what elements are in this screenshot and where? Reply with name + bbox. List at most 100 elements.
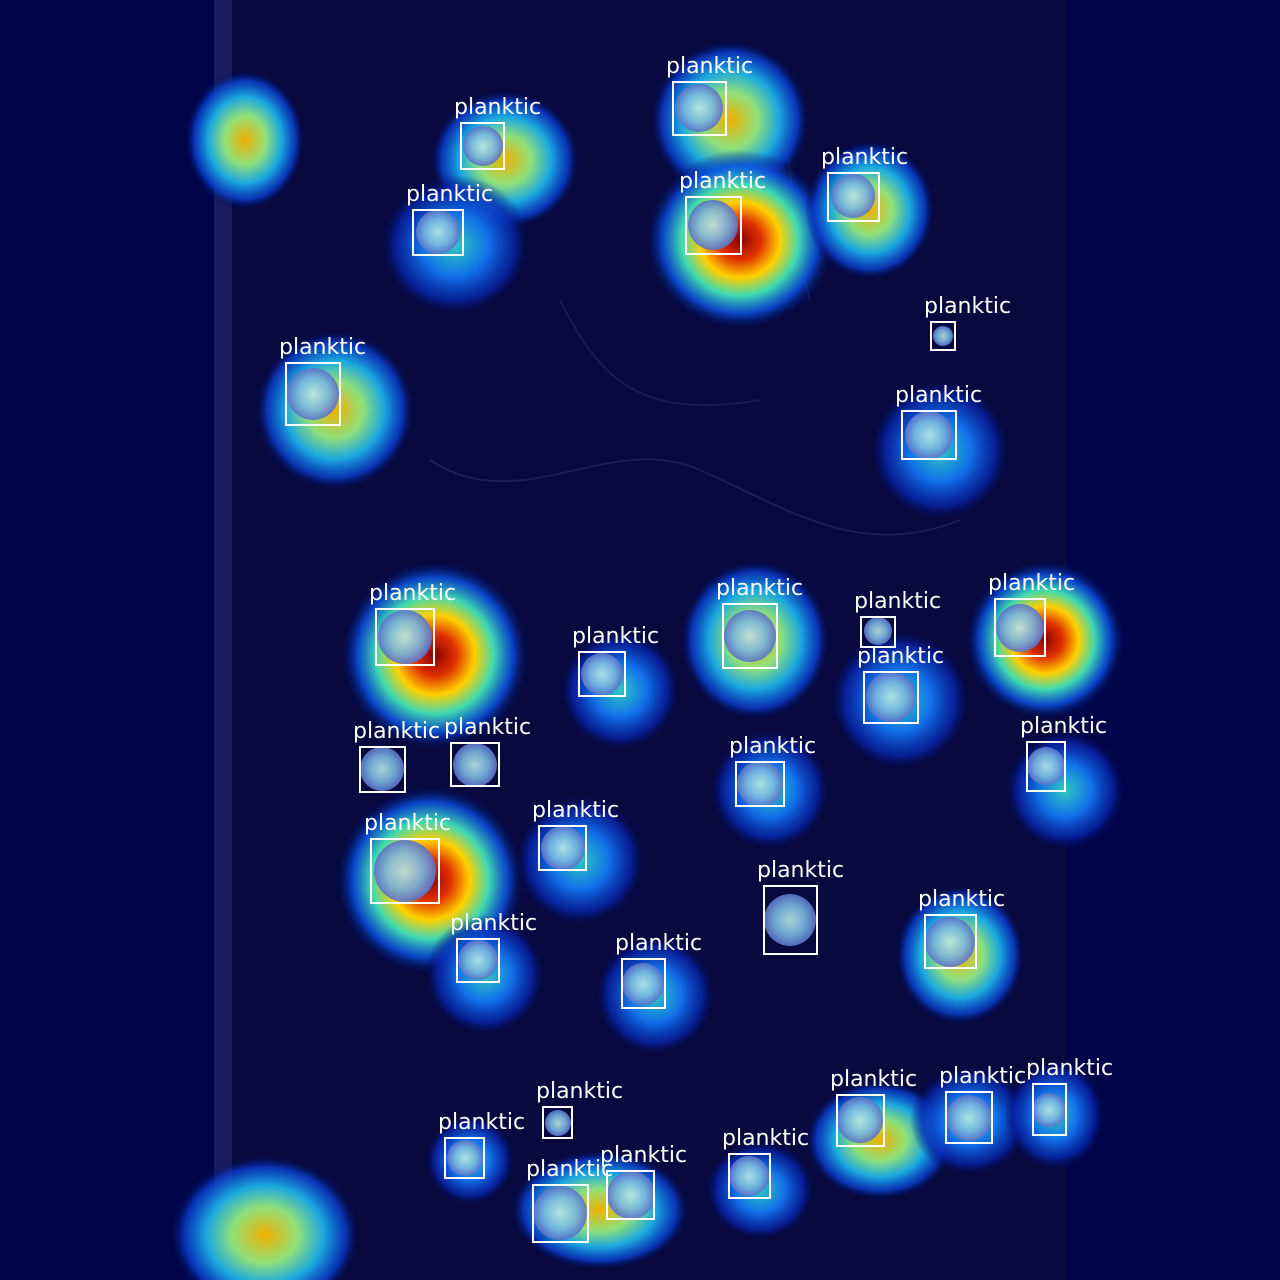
shell [933,326,953,346]
detection-box: planktic [895,385,982,460]
shell [996,604,1044,652]
shell [463,126,503,166]
detection-box: planktic [615,933,702,1009]
heat-blob [170,1155,360,1280]
detection-box-outline [460,122,505,170]
shell [864,617,892,645]
detection-label: planktic [369,581,457,606]
detection-label: planktic [716,576,804,601]
detection-label: planktic [821,145,909,170]
detection-label: planktic [406,182,494,207]
detection-box: planktic [729,736,816,807]
shell [607,1171,655,1219]
detection-box-outline [538,825,587,871]
shell [541,826,585,870]
detection-label: planktic [600,1143,688,1168]
detection-box-outline [1032,1083,1067,1136]
detection-box: planktic [1026,1058,1113,1136]
detection-box: planktic [279,337,366,426]
shell [287,368,339,420]
detection-label: planktic [279,335,367,360]
detection-label: planktic [729,734,817,759]
detection-label: planktic [666,54,754,79]
detection-box-outline [901,410,957,460]
detection-box-outline [621,958,666,1009]
shell [453,743,497,787]
detection-box: planktic [536,1081,623,1139]
detection-label: planktic [1026,1056,1114,1081]
shell [764,894,816,946]
detection-box: planktic [988,573,1075,657]
detection-box-outline [685,196,742,255]
heat-blob [340,560,530,750]
shell [458,940,498,980]
detection-label: planktic [924,294,1012,319]
detection-box-outline [450,742,500,787]
detection-box-outline [578,651,626,697]
detection-box: planktic [716,578,803,669]
detection-label: planktic [1020,714,1108,739]
detection-box-outline [606,1170,655,1220]
detection-label: planktic [353,719,441,744]
detection-box-outline [370,838,440,904]
shell [946,1095,992,1141]
slide-scratch [559,299,761,407]
detection-label: planktic [438,1110,526,1135]
detection-box: planktic [406,184,493,256]
detection-box-outline [412,209,464,256]
detection-box: planktic [722,1128,809,1199]
detection-box: planktic [918,889,1005,969]
detection-box-outline [924,914,977,969]
detection-box-outline [860,616,896,648]
detection-box: planktic [854,591,941,648]
detection-label: planktic [454,95,542,120]
shell [622,963,664,1005]
shell [416,210,460,254]
detection-label: planktic [364,811,452,836]
detection-label: planktic [854,589,942,614]
detection-label: planktic [895,383,983,408]
detection-label: planktic [450,911,538,936]
shell [533,1186,587,1240]
shell [925,917,975,967]
detection-box: planktic [353,721,440,793]
detection-box: planktic [572,626,659,697]
detection-box: planktic [369,583,456,666]
detection-box-outline [444,1137,485,1179]
detection-box-outline [1026,741,1066,792]
detection-box: planktic [757,860,844,955]
shell [374,840,436,902]
detection-box-outline [456,938,500,983]
detection-label: planktic [615,931,703,956]
detection-label: planktic [532,798,620,823]
detection-box: planktic [924,296,1011,351]
foraminifera-shells [287,84,1066,1240]
detection-box-outline [359,746,406,793]
shell [724,610,776,662]
detection-box-outline [285,362,341,426]
detection-label: planktic [536,1079,624,1104]
slide-scratch [429,458,961,536]
detection-box: planktic [1020,716,1107,792]
shell [545,1110,571,1136]
detection-box-outline [735,761,785,807]
detection-box: planktic [600,1145,687,1220]
shell [447,1140,483,1176]
shell [905,411,953,459]
detection-box-outline [375,608,435,666]
detection-box: planktic [454,97,541,170]
detection-box-outline [728,1153,771,1199]
detection-label: planktic [918,887,1006,912]
detection-box-outline [827,172,880,222]
detection-box: planktic [857,646,944,724]
detection-label: planktic [988,571,1076,596]
detection-box-outline [945,1091,993,1144]
detection-box: planktic [364,813,451,904]
shell [737,761,783,807]
detection-box: planktic [939,1066,1026,1144]
detection-box-outline [836,1094,885,1147]
detection-label: planktic [857,644,945,669]
detection-box: planktic [679,171,766,255]
